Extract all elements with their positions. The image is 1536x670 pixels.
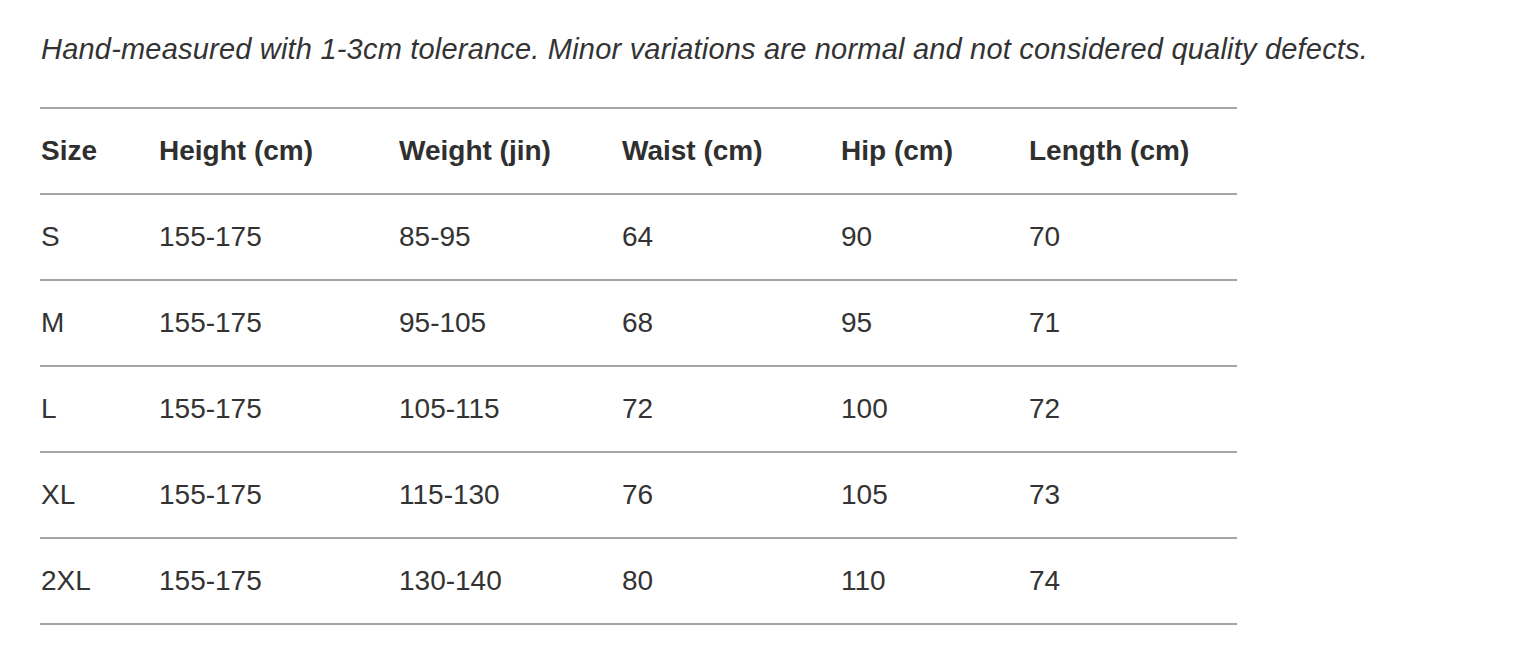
- column-header-weight: Weight (jin): [399, 108, 622, 194]
- tolerance-note: Hand-measured with 1-3cm tolerance. Mino…: [41, 31, 1536, 67]
- cell-hip: 100: [841, 366, 1029, 452]
- column-header-size: Size: [40, 108, 159, 194]
- column-header-hip: Hip (cm): [841, 108, 1029, 194]
- table-row-m: M 155-175 95-105 68 95 71: [40, 280, 1237, 366]
- cell-height: 155-175: [159, 452, 399, 538]
- cell-size: L: [40, 366, 159, 452]
- cell-size: 2XL: [40, 538, 159, 624]
- cell-hip: 110: [841, 538, 1029, 624]
- size-chart-table: Size Height (cm) Weight (jin) Waist (cm)…: [40, 107, 1237, 625]
- cell-size: S: [40, 194, 159, 280]
- cell-hip: 95: [841, 280, 1029, 366]
- cell-length: 74: [1029, 538, 1237, 624]
- column-header-length: Length (cm): [1029, 108, 1237, 194]
- cell-weight: 95-105: [399, 280, 622, 366]
- cell-weight: 105-115: [399, 366, 622, 452]
- cell-height: 155-175: [159, 280, 399, 366]
- cell-length: 72: [1029, 366, 1237, 452]
- table-row-l: L 155-175 105-115 72 100 72: [40, 366, 1237, 452]
- cell-length: 71: [1029, 280, 1237, 366]
- cell-height: 155-175: [159, 366, 399, 452]
- column-header-waist: Waist (cm): [622, 108, 841, 194]
- cell-waist: 68: [622, 280, 841, 366]
- cell-hip: 105: [841, 452, 1029, 538]
- cell-weight: 115-130: [399, 452, 622, 538]
- cell-waist: 80: [622, 538, 841, 624]
- column-header-height: Height (cm): [159, 108, 399, 194]
- cell-waist: 72: [622, 366, 841, 452]
- cell-weight: 130-140: [399, 538, 622, 624]
- cell-height: 155-175: [159, 538, 399, 624]
- table-row-s: S 155-175 85-95 64 90 70: [40, 194, 1237, 280]
- cell-waist: 64: [622, 194, 841, 280]
- table-row-2xl: 2XL 155-175 130-140 80 110 74: [40, 538, 1237, 624]
- cell-size: XL: [40, 452, 159, 538]
- cell-length: 73: [1029, 452, 1237, 538]
- cell-size: M: [40, 280, 159, 366]
- table-row-xl: XL 155-175 115-130 76 105 73: [40, 452, 1237, 538]
- header-row: Size Height (cm) Weight (jin) Waist (cm)…: [40, 108, 1237, 194]
- cell-length: 70: [1029, 194, 1237, 280]
- cell-weight: 85-95: [399, 194, 622, 280]
- cell-waist: 76: [622, 452, 841, 538]
- cell-height: 155-175: [159, 194, 399, 280]
- cell-hip: 90: [841, 194, 1029, 280]
